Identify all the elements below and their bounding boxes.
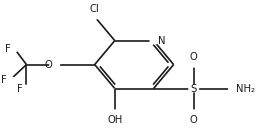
Circle shape	[50, 61, 60, 68]
Text: O: O	[44, 60, 52, 70]
Text: F: F	[1, 75, 7, 85]
Circle shape	[110, 110, 120, 116]
Circle shape	[229, 85, 238, 92]
Text: O: O	[190, 52, 197, 62]
Circle shape	[5, 76, 14, 83]
Circle shape	[150, 37, 160, 44]
Text: Cl: Cl	[90, 4, 100, 14]
Text: OH: OH	[107, 115, 122, 125]
Text: S: S	[191, 83, 197, 94]
Text: NH₂: NH₂	[236, 83, 255, 94]
Text: O: O	[190, 115, 197, 125]
Text: F: F	[5, 44, 11, 54]
Circle shape	[9, 45, 18, 52]
Circle shape	[189, 110, 199, 116]
Circle shape	[189, 61, 199, 67]
Text: F: F	[17, 83, 23, 94]
Circle shape	[90, 13, 100, 19]
Circle shape	[21, 85, 30, 92]
Text: N: N	[158, 36, 166, 46]
Circle shape	[189, 85, 199, 92]
